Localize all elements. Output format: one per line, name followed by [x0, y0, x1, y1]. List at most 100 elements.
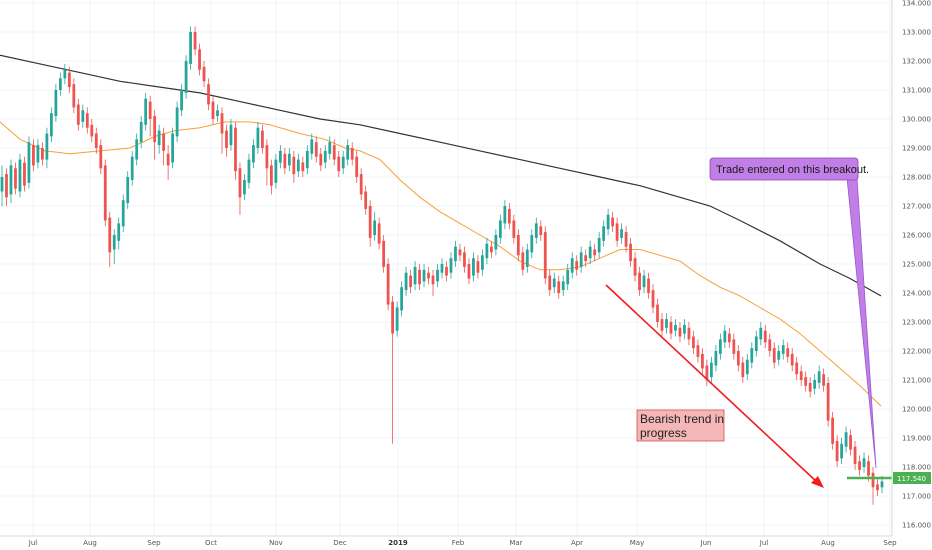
candle-body [189, 32, 192, 64]
candle-body [234, 127, 237, 172]
candle [332, 139, 336, 166]
candle [561, 275, 565, 296]
candle-body [278, 150, 282, 163]
candle [296, 153, 300, 177]
candle-body [867, 461, 870, 476]
candle-body [67, 72, 71, 88]
candle [126, 171, 130, 209]
candle-body [0, 177, 4, 192]
candle-body [786, 348, 790, 357]
candle-body [305, 150, 309, 169]
candle-body [880, 481, 884, 488]
candle [651, 284, 655, 314]
candle-body [90, 124, 94, 137]
candle [359, 168, 363, 201]
candle [844, 426, 848, 453]
candle [139, 116, 143, 148]
candle [696, 339, 700, 363]
candle [795, 356, 799, 380]
candle-body [261, 130, 264, 148]
candle [36, 139, 40, 169]
candle [135, 133, 139, 166]
candle-body [103, 165, 107, 221]
candle-body [741, 362, 745, 378]
candle-body [202, 66, 206, 82]
candle [786, 342, 790, 363]
candle [584, 249, 588, 267]
candle [687, 322, 691, 346]
candle-body [763, 330, 767, 343]
candle [314, 136, 318, 163]
candle [683, 319, 686, 340]
candle [14, 162, 17, 195]
y-tick-label: 132.000 [902, 58, 931, 66]
candle [431, 269, 435, 296]
grid-vertical [32, 0, 891, 536]
candle-body [620, 229, 623, 238]
candle-body [516, 235, 520, 256]
candle [305, 145, 309, 175]
candle [516, 229, 520, 262]
candle-body [211, 101, 215, 119]
y-tick-label: 126.000 [902, 232, 931, 240]
candle-body [45, 133, 49, 160]
candle-body [615, 223, 619, 241]
candle-body [602, 226, 606, 241]
y-tick-label: 117.000 [902, 493, 931, 501]
candle [566, 264, 570, 291]
trade-entry-callout[interactable]: Trade entered on this breakout. [709, 157, 877, 469]
candle [714, 345, 718, 372]
candle [611, 211, 615, 233]
candle-body [521, 252, 525, 270]
candle-body [570, 258, 574, 273]
candle-body [701, 353, 704, 369]
candle [350, 142, 354, 166]
candle [858, 455, 861, 476]
candle [166, 145, 170, 180]
candle [507, 203, 511, 230]
candle-body [754, 336, 758, 351]
y-tick-label: 121.000 [902, 377, 931, 385]
x-tick-label: Jul [28, 539, 38, 547]
candle [5, 168, 8, 206]
slow-moving-average-line [0, 54, 882, 297]
candle-body [660, 319, 664, 331]
candle [763, 324, 767, 349]
candle-body [768, 339, 772, 351]
price-axis[interactable]: 116.000 117.000 118.000 119.000 120.000 121.0… [891, 0, 931, 536]
bearish-trend-annotation[interactable]: Bearish trend in progress [636, 409, 725, 442]
candle-body [144, 98, 148, 125]
x-tick-label: 2019 [388, 539, 408, 547]
candle-body [543, 232, 547, 279]
candle-body [736, 351, 740, 366]
candle-body [557, 281, 561, 293]
candle [588, 240, 592, 264]
candle [337, 150, 341, 177]
candle [418, 264, 421, 291]
candle [489, 240, 493, 259]
candle-body [503, 206, 507, 224]
candle-body [584, 255, 588, 262]
candle [211, 95, 215, 125]
candle [76, 98, 80, 131]
candle-body [395, 307, 399, 331]
candle [395, 301, 399, 337]
candle [629, 237, 632, 267]
candle [171, 127, 175, 169]
candle [723, 324, 727, 349]
candle-body [319, 153, 323, 166]
candle [386, 258, 390, 311]
candle-body [714, 351, 718, 366]
candle-body [687, 327, 691, 340]
candle [175, 101, 179, 143]
candle-body [624, 232, 628, 247]
candle-body [436, 269, 439, 282]
candle-body [265, 145, 269, 169]
candle-body [566, 269, 570, 285]
candle [229, 119, 233, 151]
candle [826, 377, 830, 427]
candle-body [94, 133, 98, 148]
candle-body [166, 153, 170, 166]
time-axis[interactable]: Jul Aug Sep Oct Nov Dec 2019 Feb Mar Apr May Jun Jul… [0, 535, 897, 547]
